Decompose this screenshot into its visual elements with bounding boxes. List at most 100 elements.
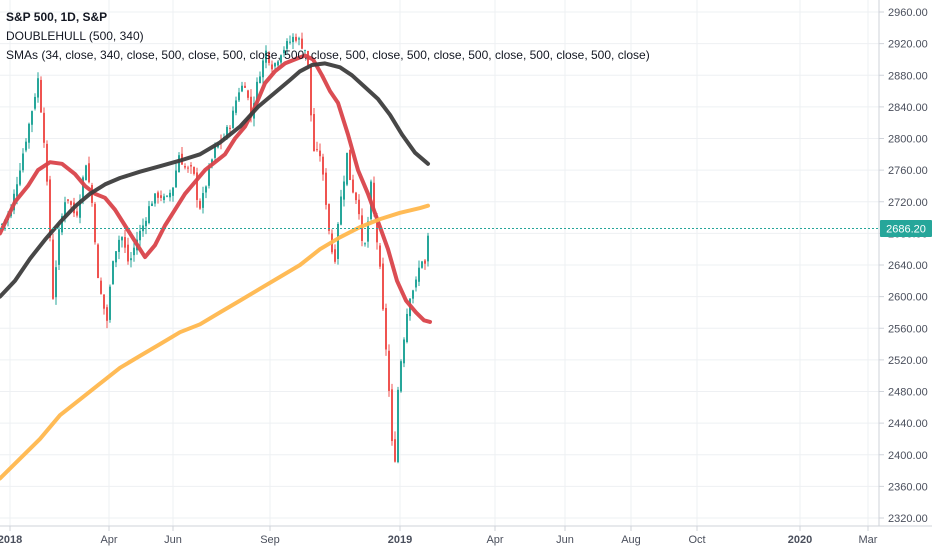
price-tick-label: 2600.00 [888, 292, 928, 304]
candle-body [316, 149, 318, 151]
candle-body [241, 85, 243, 92]
price-tick-label: 2360.00 [888, 481, 928, 493]
candle-body [283, 49, 285, 54]
candle-body [145, 220, 147, 227]
candle-body [178, 155, 180, 173]
candle-body [337, 223, 339, 259]
candle-body [37, 78, 39, 98]
candle-body [403, 339, 405, 364]
candle-body [64, 202, 66, 217]
candle-body [49, 179, 51, 238]
candle-body [313, 114, 315, 152]
candle-body [385, 308, 387, 350]
candle-body [28, 123, 30, 143]
candle-body [52, 239, 54, 299]
candle-body [202, 193, 204, 208]
legend-title: S&P 500, 1D, S&P [6, 10, 108, 24]
candle-body [109, 286, 111, 320]
candle-body [247, 90, 249, 98]
candle-body [169, 192, 171, 198]
candle-body [130, 258, 132, 261]
candle-body [382, 263, 384, 310]
legend-doublehull: DOUBLEHULL (500, 340) [6, 29, 144, 43]
candle-body [301, 38, 303, 49]
price-tick-label: 2840.00 [888, 102, 928, 114]
candle-body [124, 237, 126, 248]
price-axis[interactable]: 2960.00 2920.00 2880.00 2840.00 2800.00 2760.… [879, 7, 928, 525]
indicator-lines [0, 53, 432, 481]
candle-body [148, 206, 150, 224]
candle-body [298, 38, 300, 40]
candle-body [106, 307, 108, 321]
last-price-box [880, 219, 932, 237]
candle-body [25, 141, 27, 151]
candle-body [289, 41, 291, 43]
candle-body [94, 203, 96, 243]
price-tick-label: 2320.00 [888, 513, 928, 525]
candle-body [364, 243, 366, 245]
candle-body [346, 152, 348, 185]
price-tick-label: 2400.00 [888, 450, 928, 462]
candle-body [190, 165, 192, 167]
candle-body [121, 237, 123, 241]
candle-body [163, 196, 165, 200]
candle-body [133, 247, 135, 256]
time-tick-label: 2020 [788, 534, 812, 546]
candle-body [286, 41, 288, 49]
candle-body [229, 127, 231, 129]
candle-body [232, 110, 234, 129]
candle-body [280, 55, 282, 63]
candle-body [418, 267, 420, 282]
candle-body [139, 230, 141, 241]
candle-body [352, 179, 354, 193]
price-tick-label: 2920.00 [888, 39, 928, 51]
time-tick-label: Aug [621, 534, 641, 546]
candle-body [238, 92, 240, 101]
candle-body [427, 235, 429, 262]
candle-body [205, 186, 207, 193]
candle-body [412, 290, 414, 299]
candle-body [373, 182, 375, 214]
candle-body [115, 251, 117, 263]
candle-body [85, 165, 87, 181]
candle-body [355, 192, 357, 201]
candle-body [175, 170, 177, 188]
candle-body [166, 195, 168, 197]
candle-body [367, 221, 369, 242]
candle-body [112, 261, 114, 285]
last-price-value: 2686.20 [886, 223, 926, 235]
candle-body [310, 64, 312, 116]
candle-body [358, 199, 360, 215]
candle-body [34, 96, 36, 109]
candle-body [160, 195, 162, 198]
candle-body [19, 170, 21, 185]
time-tick-label: Jun [164, 534, 182, 546]
price-tick-label: 2880.00 [888, 70, 928, 82]
candle-body [88, 163, 90, 183]
candle-body [292, 36, 294, 43]
candle-body [184, 166, 186, 168]
candle-body [265, 50, 267, 63]
price-tick-label: 2520.00 [888, 355, 928, 367]
time-axis[interactable]: 2018 Apr Jun Sep 2019 Apr Jun Aug Oct 2020 Mar [0, 526, 878, 546]
price-tick-label: 2720.00 [888, 197, 928, 209]
candle-body [244, 85, 246, 88]
price-tick-label: 2440.00 [888, 418, 928, 430]
price-tick-label: 2960.00 [888, 7, 928, 19]
indicator-line-0 [0, 53, 432, 324]
candle-body [142, 225, 144, 232]
candle-body [157, 192, 159, 198]
candle-body [43, 112, 45, 143]
candle-body [394, 439, 396, 462]
candle-body [319, 150, 321, 157]
grid [0, 0, 879, 526]
candle-body [214, 146, 216, 158]
candle-body [172, 187, 174, 196]
candle-body [154, 193, 156, 204]
price-tick-label: 2560.00 [888, 323, 928, 335]
last-price-tag: 2686.20 [0, 219, 932, 237]
candle-body [235, 100, 237, 113]
candle-body [379, 245, 381, 267]
